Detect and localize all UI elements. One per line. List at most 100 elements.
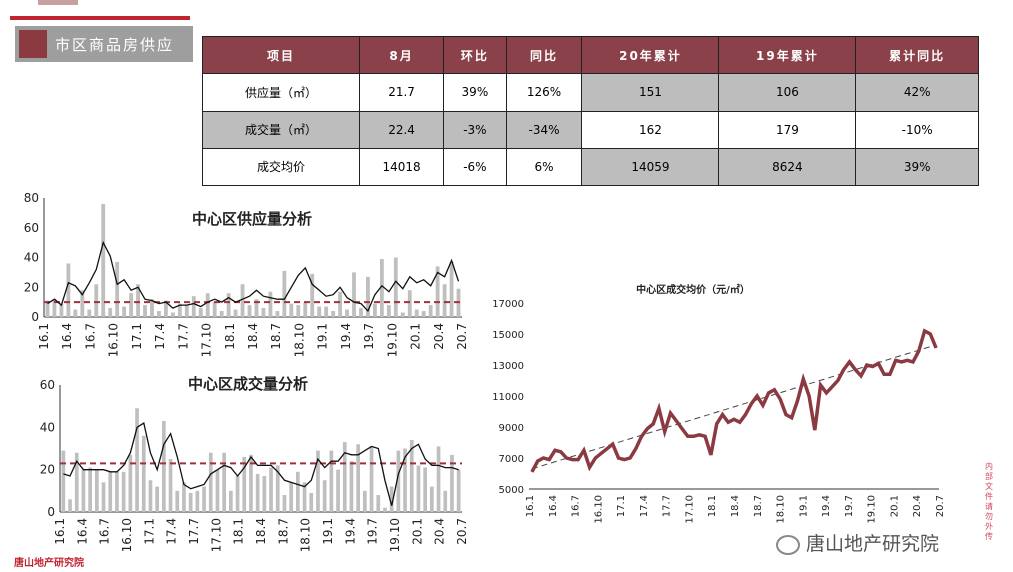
x-tick-label: 20.7: [455, 323, 469, 350]
chart-bar: [302, 482, 307, 512]
chart-bar: [414, 309, 419, 317]
price-chart: 中心区成交均价（元/㎡） 5000 7000 9000 11000 13000 15000 1…: [492, 283, 946, 524]
chart-bar: [136, 284, 140, 317]
chart-bar: [296, 471, 300, 512]
chart-bar: [443, 490, 448, 512]
chart-bar: [148, 480, 153, 512]
chart-bar: [226, 293, 231, 317]
x-tick-label: 19.4: [821, 495, 832, 517]
chart-bar: [215, 469, 220, 512]
chart-bar: [345, 309, 349, 317]
table-cell: 42%: [855, 73, 979, 112]
chart-bar: [74, 452, 79, 512]
chart-bar: [247, 305, 252, 317]
chart-bar: [423, 467, 427, 512]
x-tick-label: 17.10: [209, 518, 223, 552]
chart-title: 中心区成交量分析: [188, 375, 308, 393]
y-tick-label: 40: [40, 420, 55, 434]
side-note: 内部文件 请勿外传: [985, 462, 993, 541]
table-cell: 162: [581, 110, 720, 149]
x-tick-label: 18.10: [292, 323, 306, 357]
summary-table: 项目 8月 环比 同比 20年累计 19年累计 累计同比 供应量（㎡） 21.7…: [202, 35, 979, 187]
table-cell: 126%: [505, 73, 583, 112]
x-tick-label: 16.10: [593, 495, 604, 524]
chart-bar: [352, 272, 356, 317]
chart-bar: [115, 261, 120, 317]
chart-title: 中心区成交均价（元/㎡）: [636, 283, 750, 296]
x-tick-label: 19.1: [321, 518, 335, 545]
x-tick-label: 16.1: [37, 323, 51, 350]
y-tick-label: 80: [24, 191, 39, 205]
x-tick-label: 19.10: [867, 495, 878, 524]
x-tick-label: 18.7: [276, 518, 290, 545]
x-tick-label: 18.10: [776, 495, 787, 524]
table-cell: 39%: [855, 147, 979, 187]
x-tick-label: 17.10: [200, 323, 214, 357]
y-tick-label: 0: [31, 310, 39, 324]
chart-bar: [389, 486, 394, 512]
table-cell: 14059: [581, 147, 720, 187]
chart-bar: [205, 293, 210, 317]
table-row: 供应量（㎡） 21.7 39% 126% 151 106 42%: [202, 73, 979, 112]
chart-bar: [373, 303, 377, 317]
chart-bar: [81, 469, 86, 512]
chart-bar: [242, 456, 247, 512]
chart-bar: [386, 305, 391, 317]
chart-bar: [379, 258, 384, 317]
x-tick-label: 16.4: [548, 495, 559, 517]
x-tick-label: 19.7: [844, 495, 855, 517]
wechat-icon: [776, 534, 800, 555]
section-marker: [19, 30, 47, 58]
x-tick-label: 18.4: [254, 518, 268, 545]
chart-bar: [188, 492, 193, 512]
table-cell: 成交量（㎡）: [202, 110, 360, 149]
chart-bar: [275, 465, 280, 512]
y-tick-label: 60: [40, 378, 55, 392]
supply-chart: 中心区供应量分析 0 20 40 60 80 16.1 16.4 16.7 16.10 17.1 17…: [24, 191, 469, 357]
chart-bar: [249, 454, 253, 512]
chart-bar: [309, 492, 314, 512]
x-tick-label: 16.10: [120, 518, 134, 552]
y-tick-label: 9000: [499, 423, 524, 434]
chart-bar: [289, 303, 294, 317]
chart-bar: [393, 257, 398, 317]
transaction-chart: 中心区成交量分析 0 20 40 60 16.1 16.4 16.7 16.10 17.1 17.4…: [40, 375, 469, 552]
chart-bar: [296, 305, 301, 317]
chart-bar: [198, 308, 203, 317]
chart-bar: [416, 465, 421, 512]
chart-bar: [61, 450, 66, 512]
table-row: 成交量（㎡） 22.4 -3% -34% 162 179 -10%: [202, 110, 979, 149]
chart-bar: [359, 308, 363, 317]
section-header: 市区商品房供应: [15, 26, 193, 62]
chart-bar: [122, 306, 127, 317]
chart-bar: [396, 450, 401, 512]
chart-bar: [182, 482, 186, 512]
table-cell: 成交均价: [202, 147, 360, 187]
chart-bar: [170, 312, 175, 317]
chart-bar: [400, 312, 405, 317]
y-tick-label: 17000: [492, 299, 524, 310]
x-tick-label: 16.1: [525, 495, 536, 517]
x-tick-label: 18.4: [246, 323, 260, 350]
x-tick-label: 18.1: [223, 323, 237, 350]
chart-bar: [331, 311, 336, 317]
chart-bar: [450, 454, 454, 512]
chart-bar: [442, 284, 447, 317]
watermark: 唐山地产研究院: [776, 529, 939, 556]
chart-bar: [157, 311, 161, 317]
chart-bar: [269, 467, 273, 512]
table-cell: 6%: [505, 147, 583, 187]
chart-bar: [366, 276, 370, 317]
table-row: 成交均价 14018 -6% 6% 14059 8624 39%: [202, 147, 979, 187]
chart-bar: [261, 308, 266, 317]
x-tick-label: 16.7: [83, 323, 97, 350]
x-tick-label: 19.1: [798, 495, 809, 517]
table-cell: 151: [581, 73, 720, 112]
chart-bar: [219, 311, 224, 317]
chart-bar: [233, 309, 238, 317]
chart-bar: [73, 309, 78, 317]
y-tick-label: 15000: [492, 330, 524, 341]
x-tick-label: 16.1: [53, 518, 67, 545]
chart-bar: [168, 459, 173, 512]
chart-bar: [338, 291, 342, 317]
